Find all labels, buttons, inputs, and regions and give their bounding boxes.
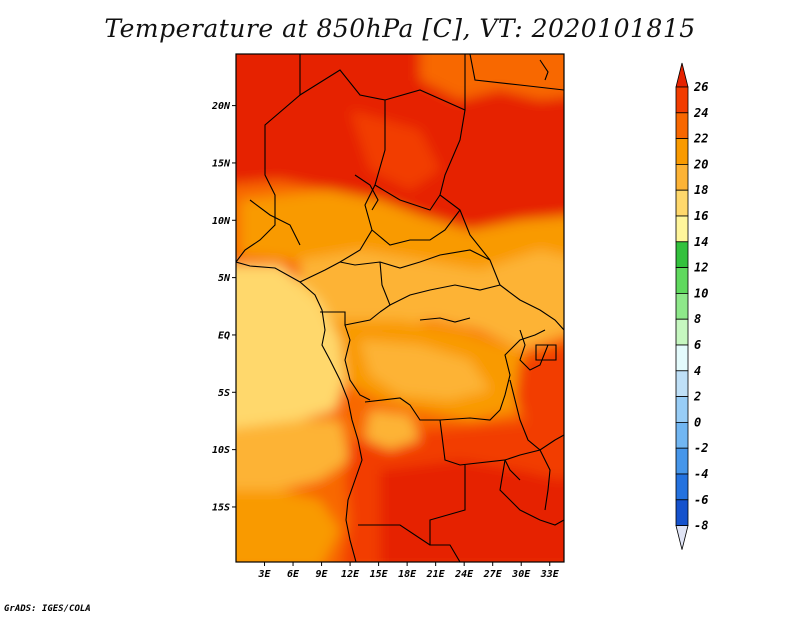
lat-tick-label: 15S bbox=[212, 502, 230, 513]
lon-tick-label: 27E bbox=[483, 569, 503, 580]
colorbar-label: 18 bbox=[694, 183, 708, 197]
map-frame bbox=[235, 53, 565, 563]
colorbar-label: 8 bbox=[694, 312, 701, 326]
colorbar-segment bbox=[675, 499, 689, 526]
colorbar-label: -2 bbox=[694, 441, 708, 455]
lon-tick-label: 9E bbox=[316, 569, 329, 580]
colorbar-label: -6 bbox=[694, 493, 708, 507]
country-borders bbox=[236, 54, 564, 562]
lon-tick-label: 3E bbox=[257, 569, 271, 580]
chart-title: Temperature at 850hPa [C], VT: 202010181… bbox=[104, 14, 696, 43]
lat-tick-label: 20N bbox=[211, 101, 231, 112]
colorbar-label: 2 bbox=[693, 390, 701, 404]
colorbar-label: 4 bbox=[694, 364, 701, 378]
lon-tick-label: 6E bbox=[287, 569, 300, 580]
lon-tick-label: 21E bbox=[426, 569, 446, 580]
colorbar-segment bbox=[675, 292, 689, 320]
lon-tick-label: 30E bbox=[511, 569, 531, 580]
latitude-axis: 20N 15N 10N 5N EQ 5S 10S 15S bbox=[211, 101, 236, 513]
lat-tick-label: 5N bbox=[218, 273, 231, 284]
colorbar-label: 12 bbox=[694, 261, 708, 275]
colorbar-label: 14 bbox=[694, 235, 708, 249]
colorbar-segment bbox=[675, 163, 689, 191]
colorbar-segment bbox=[675, 370, 689, 397]
colorbar-label: 24 bbox=[693, 106, 708, 120]
colorbar-label: 16 bbox=[694, 209, 708, 223]
colorbar-label: -8 bbox=[694, 519, 708, 533]
lon-tick-label: 18E bbox=[398, 569, 417, 580]
lat-tick-label: 5S bbox=[218, 388, 230, 399]
colorbar-label: 0 bbox=[694, 415, 701, 429]
lon-tick-label: 15E bbox=[370, 569, 389, 580]
colorbar-segment bbox=[675, 138, 689, 165]
colorbar-segment bbox=[675, 318, 689, 346]
colorbar-segment bbox=[675, 473, 689, 501]
colorbar-segment bbox=[675, 86, 689, 114]
lon-tick-label: 12E bbox=[341, 569, 360, 580]
lat-tick-label: EQ bbox=[218, 330, 230, 341]
credit-text: GrADS: IGES/COLA bbox=[4, 604, 91, 614]
colorbar-bottom-arrow bbox=[675, 525, 689, 550]
colorbar-segment bbox=[675, 396, 689, 423]
longitude-axis: 3E 6E 9E 12E 15E 18E 21E 24E 27E 30E 33E bbox=[257, 562, 560, 580]
colorbar-label: 6 bbox=[694, 338, 701, 352]
colorbar-segment bbox=[675, 267, 689, 294]
colorbar-label: 20 bbox=[693, 157, 708, 171]
colorbar-top-arrow bbox=[675, 62, 689, 88]
lat-tick-label: 15N bbox=[212, 158, 231, 169]
colorbar-label: 22 bbox=[693, 132, 708, 146]
colorbar-segment bbox=[675, 189, 689, 217]
colorbar-segment bbox=[675, 344, 689, 372]
colorbar-label: 26 bbox=[693, 80, 708, 94]
colorbar-segment bbox=[675, 112, 689, 140]
colorbar-segment bbox=[675, 421, 689, 449]
lat-tick-label: 10S bbox=[212, 445, 230, 456]
colorbar-label: 10 bbox=[694, 286, 708, 300]
lon-tick-label: 33E bbox=[540, 569, 560, 580]
colorbar-label: -4 bbox=[694, 467, 708, 481]
temperature-field bbox=[236, 54, 564, 562]
lat-tick-label: 10N bbox=[212, 216, 231, 227]
lon-tick-label: 24E bbox=[454, 569, 474, 580]
colorbar-segment bbox=[675, 215, 689, 243]
colorbar-segment bbox=[675, 241, 689, 269]
colorbar-segment bbox=[675, 447, 689, 475]
